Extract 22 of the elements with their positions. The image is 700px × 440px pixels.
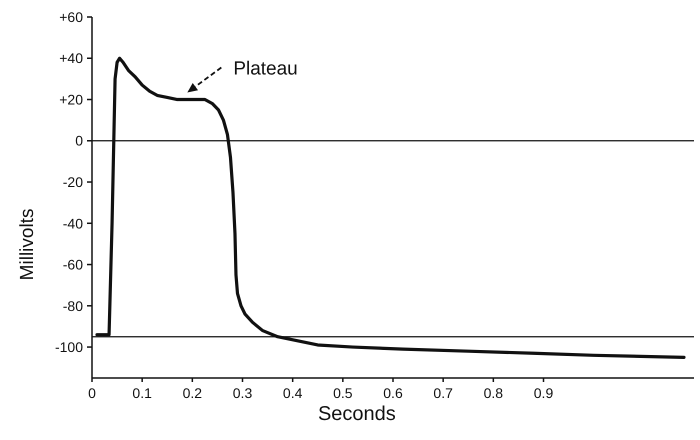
- x-tick-label: 0.2: [182, 384, 202, 401]
- annotation: Plateau: [233, 58, 298, 80]
- y-tick-label: -100: [54, 339, 84, 356]
- y-tick-label: +40: [59, 50, 84, 66]
- x-tick-label: 0: [88, 384, 96, 401]
- x-tick-label: 0.9: [534, 384, 554, 401]
- x-tick-label: 0.3: [232, 384, 252, 401]
- x-tick-label: 0.6: [383, 384, 403, 401]
- x-tick-label: 0.7: [433, 384, 454, 401]
- x-tick-label: 0.5: [333, 384, 353, 401]
- y-tick-label: +20: [59, 91, 84, 108]
- y-tick-label: -80: [62, 298, 84, 314]
- y-tick-label: 0: [75, 132, 84, 149]
- x-tick-label: 0.4: [282, 384, 303, 401]
- y-axis-title: Millivolts: [16, 208, 38, 280]
- y-tick-label: -60: [62, 256, 84, 273]
- y-tick-label: +60: [59, 8, 84, 25]
- x-tick-label: 0.1: [132, 384, 152, 401]
- y-tick-label: -40: [62, 215, 84, 232]
- y-tick-label: -20: [62, 174, 84, 190]
- x-axis-title: Seconds: [318, 403, 396, 425]
- x-tick-label: 0.8: [484, 384, 504, 401]
